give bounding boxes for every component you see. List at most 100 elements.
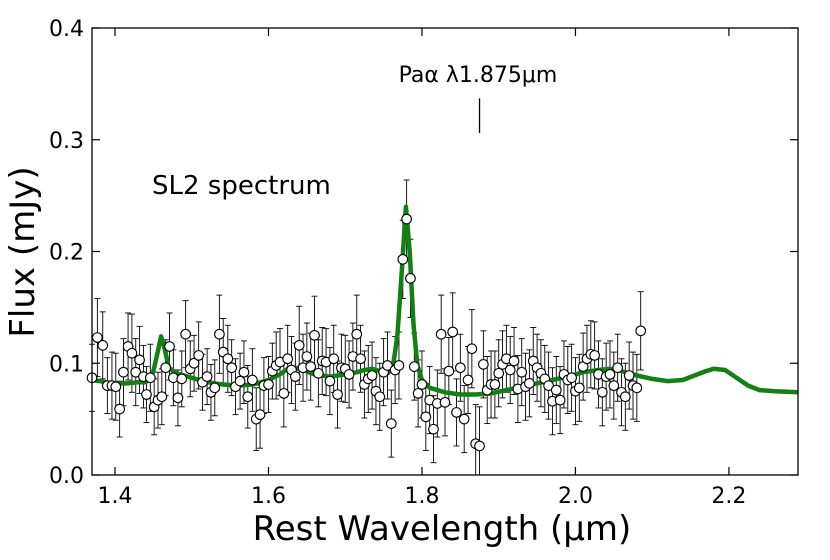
data-point-marker <box>374 391 386 403</box>
data-point-marker <box>608 380 620 391</box>
data-point-marker <box>493 367 505 379</box>
data-point-marker <box>160 362 172 374</box>
data-point-marker <box>631 382 643 394</box>
data-point-marker <box>619 391 631 403</box>
data-point-marker <box>573 382 585 394</box>
y-tick-label: 0.2 <box>49 241 84 266</box>
data-point-marker <box>428 423 439 435</box>
data-point-marker <box>193 350 205 361</box>
data-point-marker <box>332 389 343 400</box>
data-point-marker <box>401 213 412 225</box>
data-point-marker <box>478 359 489 370</box>
data-point-marker <box>623 370 635 381</box>
data-point-marker <box>458 413 470 425</box>
x-tick-label: 2.0 <box>558 484 593 509</box>
data-point-marker <box>516 366 528 378</box>
data-point-marker <box>550 384 562 396</box>
data-point-marker <box>524 378 535 389</box>
data-point-marker <box>612 362 624 374</box>
x-axis-label: Rest Wavelength (μm) <box>253 509 632 549</box>
data-point-marker <box>141 389 152 400</box>
data-point-marker <box>489 379 501 390</box>
data-point-marker <box>596 386 608 398</box>
data-point-marker <box>554 394 566 406</box>
data-point-marker <box>508 355 520 367</box>
data-point-marker <box>180 328 191 340</box>
data-point-marker <box>126 347 138 359</box>
data-point-marker <box>188 357 200 369</box>
data-point-marker <box>313 367 324 379</box>
data-point-marker <box>351 328 363 340</box>
data-point-marker <box>393 360 405 371</box>
data-point-marker <box>118 366 129 378</box>
data-point-marker <box>366 370 378 381</box>
data-point-marker <box>309 329 320 341</box>
y-tick-label: 0.3 <box>49 129 84 154</box>
y-tick-label: 0.1 <box>49 352 84 377</box>
data-point-marker <box>566 372 577 384</box>
data-point-marker <box>290 371 301 383</box>
data-point-marker <box>201 371 213 383</box>
x-tick-label: 1.8 <box>404 484 439 509</box>
data-point-marker <box>263 379 274 390</box>
data-point-marker <box>474 440 485 452</box>
data-point-marker <box>114 403 125 415</box>
data-point-marker <box>635 325 647 337</box>
data-point-marker <box>305 361 317 372</box>
emission-line-label: Paα λ1.875μm <box>399 63 558 88</box>
data-point-marker <box>451 407 462 418</box>
ticks-layer: 1.4 1.6 1.8 2.0 2.2 0.0 0.1 0.2 0.3 0.4 <box>49 17 798 509</box>
data-point-marker <box>420 411 432 423</box>
data-point-marker <box>214 328 225 340</box>
data-point-marker <box>144 372 156 384</box>
data-point-marker <box>293 340 305 351</box>
x-tick-label: 1.4 <box>98 484 133 509</box>
data-point-marker <box>226 362 238 374</box>
data-point-marker <box>343 369 355 380</box>
data-point-marker <box>466 343 478 355</box>
data-point-marker <box>164 341 175 352</box>
data-point-marker <box>247 374 258 386</box>
data-point-marker <box>435 328 447 340</box>
data-point-marker <box>462 374 474 386</box>
data-point-marker <box>328 353 340 365</box>
y-tick-label: 0.0 <box>49 464 84 489</box>
data-point-marker <box>97 340 109 351</box>
series-layer <box>86 179 799 475</box>
data-point-marker <box>278 388 290 399</box>
data-point-marker <box>447 326 459 338</box>
y-tick-label: 0.4 <box>49 17 84 42</box>
data-point-marker <box>134 354 145 366</box>
data-point-marker <box>412 388 424 399</box>
data-point-marker <box>604 369 616 380</box>
data-point-marker <box>110 381 122 393</box>
data-point-marker <box>324 375 336 387</box>
data-point-marker <box>408 361 420 372</box>
y-axis-label: Flux (mJy) <box>3 166 43 337</box>
data-point-marker <box>443 365 455 377</box>
data-point-marker <box>209 382 221 394</box>
data-point-marker <box>238 366 250 378</box>
data-point-marker <box>234 375 246 387</box>
data-point-marker <box>439 397 451 408</box>
x-tick-label: 2.2 <box>711 484 746 509</box>
data-point-marker <box>416 379 428 390</box>
data-point-marker <box>589 350 600 361</box>
data-point-marker <box>176 373 188 385</box>
data-point-marker <box>254 409 266 421</box>
data-point-marker <box>222 353 234 365</box>
data-point-marker <box>504 364 516 376</box>
spectrum-label: SL2 spectrum <box>152 171 331 201</box>
x-tick-label: 1.6 <box>251 484 286 509</box>
data-point-marker <box>172 392 184 404</box>
data-point-marker <box>156 391 168 403</box>
data-point-marker <box>397 253 409 265</box>
data-point-marker <box>385 418 397 429</box>
data-point-marker <box>242 391 254 403</box>
data-point-marker <box>405 272 416 284</box>
data-point-marker <box>454 362 466 374</box>
data-point-marker <box>282 353 294 365</box>
data-point-marker <box>355 353 366 365</box>
data-point-marker <box>301 351 313 362</box>
